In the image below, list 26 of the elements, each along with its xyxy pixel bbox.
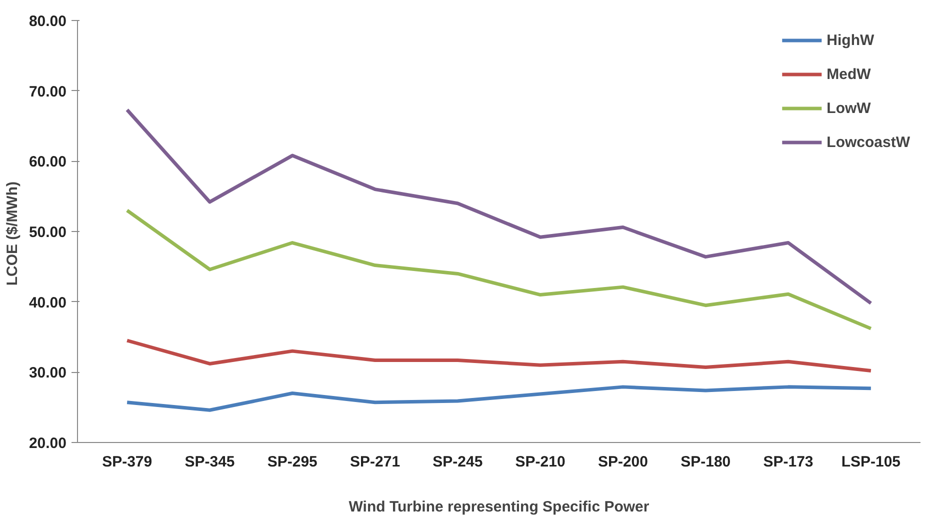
x-tick-label: SP-245 bbox=[432, 454, 483, 470]
y-tick-label: 20.00 bbox=[28, 435, 67, 452]
x-tick-label: SP-210 bbox=[515, 454, 566, 470]
y-tick-label: 70.00 bbox=[28, 83, 67, 100]
y-axis-title: LCOE ($/MWh) bbox=[4, 182, 21, 286]
y-tick-label: 40.00 bbox=[28, 294, 67, 312]
legend-label: LowW bbox=[826, 100, 871, 116]
x-tick-label: SP-295 bbox=[267, 454, 318, 470]
x-tick-label: SP-271 bbox=[350, 454, 400, 470]
line-series bbox=[125, 338, 873, 373]
legend-label: MedW bbox=[826, 66, 871, 82]
y-tick-label: 50.00 bbox=[28, 224, 67, 241]
x-tick-label: SP-180 bbox=[680, 454, 731, 470]
y-tick-label: 60.00 bbox=[28, 154, 67, 171]
x-tick-label: SP-200 bbox=[598, 454, 648, 470]
line-series bbox=[125, 208, 873, 330]
x-tick-label: SP-173 bbox=[763, 454, 814, 470]
y-tick-label: 80.00 bbox=[28, 13, 67, 30]
x-tick-label: LSP-105 bbox=[841, 454, 901, 470]
x-tick-label: SP-379 bbox=[102, 454, 152, 470]
legend-label: HighW bbox=[826, 32, 874, 48]
y-tick-label: 30.00 bbox=[28, 364, 67, 382]
x-axis-title: Wind Turbine representing Specific Power bbox=[348, 498, 650, 516]
line-series bbox=[125, 385, 873, 412]
x-tick-label: SP-345 bbox=[184, 454, 235, 470]
legend-label: LowcoastW bbox=[826, 134, 910, 150]
